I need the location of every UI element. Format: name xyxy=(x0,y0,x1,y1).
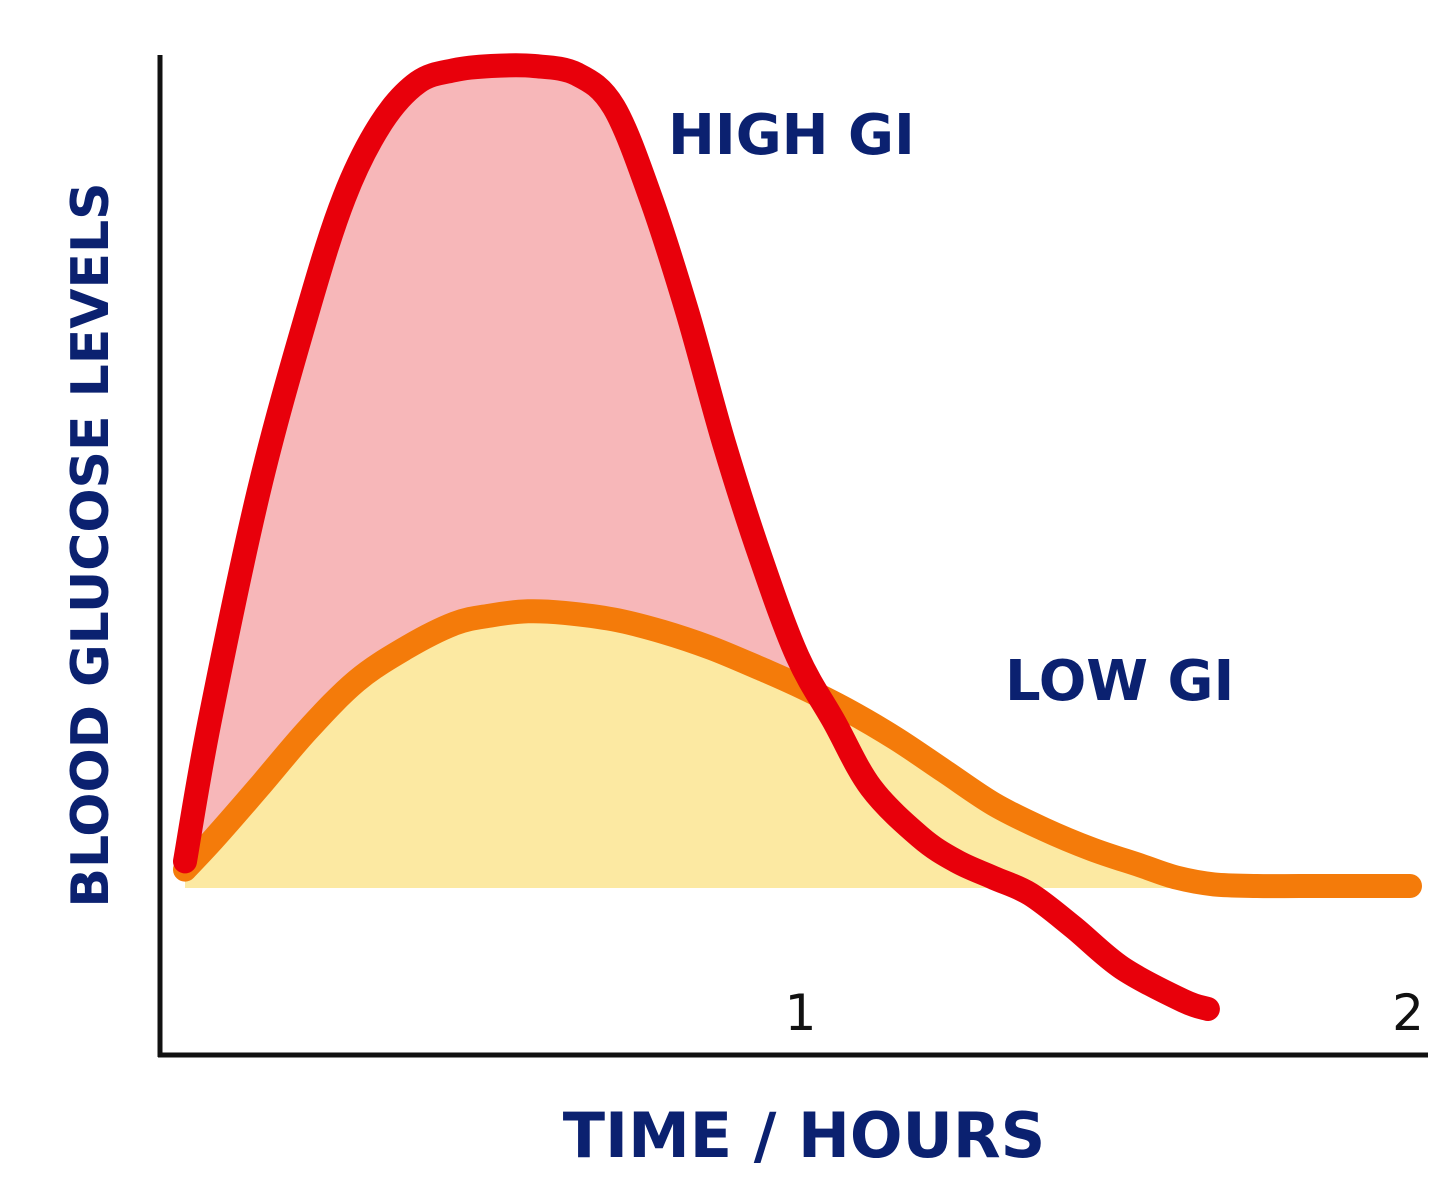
x-tick-label: 1 xyxy=(785,984,817,1042)
y-axis-label: BLOOD GLUCOSE LEVELS xyxy=(61,182,121,907)
series-line-high-gi xyxy=(173,53,1220,1021)
series-label-low-gi: LOW GI xyxy=(1005,649,1234,714)
series-fills xyxy=(185,65,1257,895)
series-label-high-gi: HIGH GI xyxy=(668,103,915,168)
series-line-low-gi xyxy=(173,599,1422,899)
series-area-low-gi xyxy=(185,611,1257,886)
series-lines xyxy=(173,53,1422,1021)
x-axis-label: TIME / HOURS xyxy=(563,1099,1046,1172)
x-tick-label: 2 xyxy=(1392,984,1424,1042)
